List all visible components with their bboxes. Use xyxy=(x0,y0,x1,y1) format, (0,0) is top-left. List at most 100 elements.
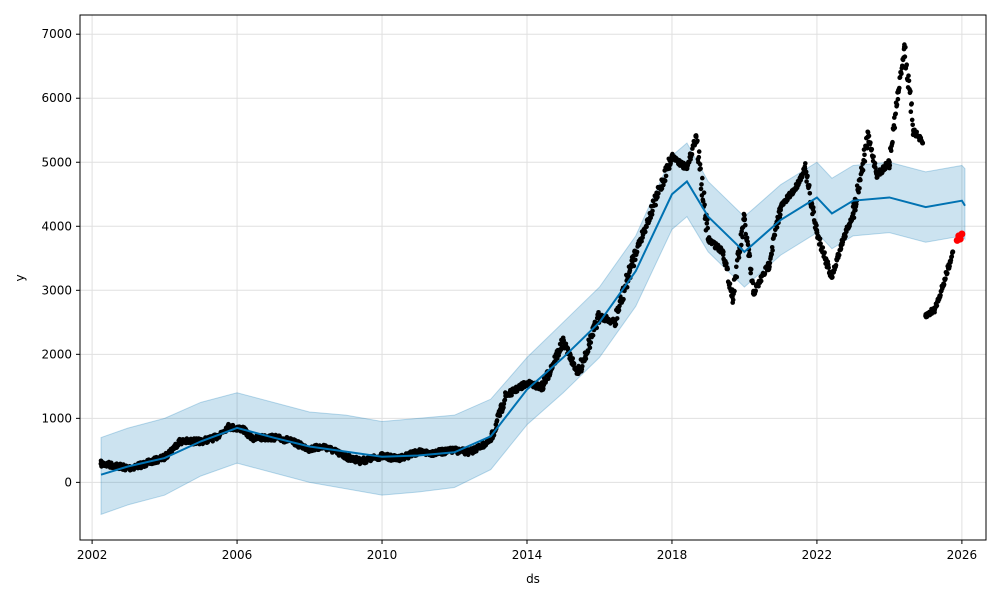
observed-point xyxy=(588,340,594,345)
observed-point xyxy=(633,249,639,255)
observed-point xyxy=(897,85,902,91)
observed-point xyxy=(911,127,917,133)
observed-point xyxy=(932,307,938,313)
observed-point xyxy=(908,88,913,94)
observed-point xyxy=(904,62,909,67)
uncertainty-band-area xyxy=(100,142,966,516)
observed-point xyxy=(488,438,494,444)
observed-point xyxy=(689,152,695,157)
observed-point xyxy=(740,234,745,240)
observed-point xyxy=(633,257,638,263)
observed-point xyxy=(583,356,589,362)
observed-point xyxy=(343,454,349,460)
observed-point xyxy=(793,185,799,191)
forecast-line-path xyxy=(100,179,966,476)
observed-point xyxy=(669,153,675,159)
observed-point xyxy=(756,283,761,289)
observed-point xyxy=(705,217,710,222)
observed-point xyxy=(570,356,575,361)
observed-point xyxy=(503,393,509,399)
observed-point xyxy=(920,140,926,146)
observed-point xyxy=(865,130,871,135)
observed-point xyxy=(838,242,844,248)
observed-point xyxy=(822,250,827,255)
x-tick-label: 2010 xyxy=(367,548,398,562)
observed-point xyxy=(766,262,772,268)
observed-point xyxy=(643,229,648,235)
observed-point xyxy=(702,202,707,208)
observed-point xyxy=(772,232,778,238)
observed-point xyxy=(818,241,823,246)
observed-point xyxy=(923,313,929,319)
observed-point xyxy=(873,165,878,170)
x-axis-title: ds xyxy=(526,572,540,586)
observed-point xyxy=(906,73,911,78)
observed-point xyxy=(778,212,783,217)
observed-point xyxy=(494,418,500,423)
axis-ticks: 2002 2006 2010 2014 2018 2022 2026 0 1000 2000 300… xyxy=(41,27,977,562)
observed-point xyxy=(902,54,908,59)
observed-point xyxy=(947,264,952,269)
observed-point xyxy=(826,265,831,271)
observed-point xyxy=(807,183,812,188)
observed-point xyxy=(394,456,400,462)
observed-point xyxy=(950,249,956,255)
observed-point xyxy=(661,182,666,188)
observed-point xyxy=(778,204,784,210)
observed-point xyxy=(697,162,703,167)
observed-point xyxy=(871,154,876,159)
observed-point xyxy=(874,172,880,178)
observed-point xyxy=(741,217,747,223)
observed-point xyxy=(656,191,661,196)
y-tick-label: 6000 xyxy=(41,91,72,105)
observed-point xyxy=(860,167,866,173)
observed-point xyxy=(769,252,774,257)
observed-point xyxy=(699,182,704,187)
observed-point xyxy=(850,210,856,216)
observed-point xyxy=(758,278,764,284)
observed-point xyxy=(762,271,768,276)
observed-point xyxy=(829,275,835,280)
observed-point xyxy=(945,270,950,276)
observed-point xyxy=(684,166,690,172)
observed-point xyxy=(851,215,857,220)
observed-point xyxy=(644,224,649,229)
observed-point xyxy=(836,252,842,258)
grid-lines xyxy=(80,15,986,540)
recent-point xyxy=(958,230,966,238)
observed-point xyxy=(612,319,618,325)
observed-point xyxy=(862,159,868,164)
observed-point xyxy=(895,89,901,95)
observed-point xyxy=(886,159,892,165)
observed-point xyxy=(901,44,907,50)
observed-point xyxy=(743,222,748,228)
observed-point xyxy=(720,249,726,255)
observed-point xyxy=(893,111,898,117)
observed-point xyxy=(653,202,658,208)
observed-point xyxy=(501,405,506,410)
y-tick-label: 7000 xyxy=(41,27,72,41)
observed-point xyxy=(662,178,668,183)
observed-point xyxy=(210,439,215,444)
x-tick-label: 2022 xyxy=(802,548,833,562)
observed-point xyxy=(655,194,660,200)
x-tick-label: 2006 xyxy=(222,548,253,562)
observed-point xyxy=(941,281,947,287)
observed-point xyxy=(895,96,901,102)
observed-point xyxy=(614,316,620,321)
observed-point xyxy=(868,140,873,145)
observed-point xyxy=(811,205,816,210)
observed-point xyxy=(742,212,747,218)
observed-point xyxy=(700,175,705,181)
observed-point xyxy=(900,63,905,69)
observed-point xyxy=(802,166,808,172)
observed-point xyxy=(667,166,672,171)
observed-point xyxy=(98,461,104,467)
observed-point xyxy=(560,339,566,345)
observed-point xyxy=(729,294,735,300)
observed-point xyxy=(734,274,740,280)
observed-point xyxy=(575,371,581,377)
observed-point xyxy=(820,245,826,250)
observed-point xyxy=(648,210,654,216)
observed-point xyxy=(910,122,915,128)
